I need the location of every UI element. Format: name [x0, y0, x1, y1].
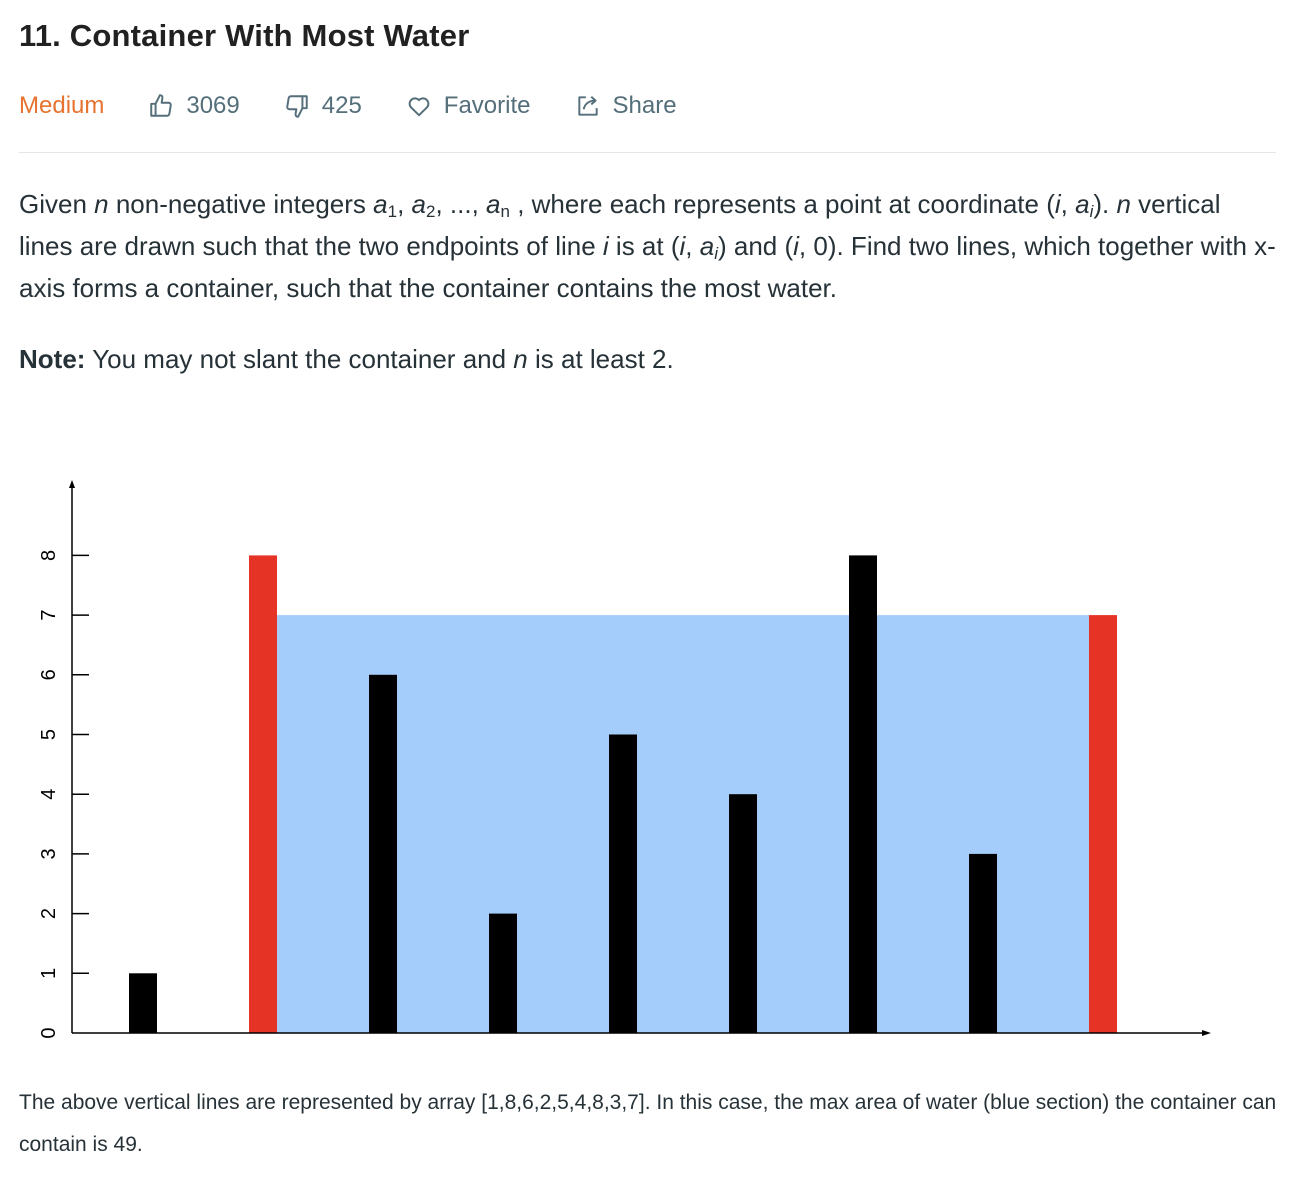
problem-title: 11. Container With Most Water: [19, 18, 470, 53]
y-tick-label: 3: [38, 848, 60, 859]
problem-note: Note: You may not slant the container an…: [19, 344, 674, 374]
highlight-bar: [249, 555, 277, 1033]
heart-icon: [408, 97, 430, 117]
header-divider: [19, 152, 1276, 153]
share-button[interactable]: Share: [575, 92, 677, 120]
y-tick-label: 2: [38, 908, 60, 919]
dislike-count: 425: [321, 92, 362, 119]
favorite-button[interactable]: Favorite: [406, 92, 531, 120]
share-icon: [577, 96, 598, 116]
y-tick-label: 7: [38, 610, 60, 621]
thumbs-down-icon: [286, 95, 308, 118]
difficulty-badge: Medium: [19, 92, 105, 119]
like-button[interactable]: 3069: [148, 92, 240, 120]
dislike-button[interactable]: 425: [284, 92, 362, 120]
y-tick-label: 0: [38, 1027, 60, 1038]
y-axis-arrow: [69, 480, 75, 488]
favorite-label: Favorite: [443, 92, 531, 119]
example-caption: The above vertical lines are represented…: [19, 1091, 1277, 1156]
y-tick-label: 8: [38, 550, 60, 561]
like-count: 3069: [186, 92, 240, 119]
water-area: [277, 615, 1089, 1033]
chart-bar: [849, 555, 877, 1033]
chart-bar: [129, 973, 157, 1033]
problem-meta-bar: Medium 3069 425 Favorite: [19, 86, 721, 126]
x-axis-arrow: [1202, 1030, 1211, 1036]
chart-bar: [729, 794, 757, 1033]
chart-bar: [969, 853, 997, 1033]
water-container-chart: 0 1 2 3 4 5 6 7 8: [38, 480, 1211, 1039]
highlight-bar: [1089, 615, 1117, 1033]
y-tick-label: 1: [38, 968, 60, 979]
thumbs-up-icon: [150, 94, 173, 117]
chart-bar: [489, 913, 517, 1033]
y-tick-label: 4: [38, 789, 60, 800]
y-tick-label: 6: [38, 669, 60, 680]
share-label: Share: [612, 92, 677, 119]
note-label: Note:: [19, 344, 86, 374]
y-tick-label: 5: [38, 729, 60, 740]
chart-bar: [369, 674, 397, 1033]
chart-bar: [609, 734, 637, 1033]
problem-description: Given n non-negative integers a1, a2, ..…: [19, 189, 1276, 303]
